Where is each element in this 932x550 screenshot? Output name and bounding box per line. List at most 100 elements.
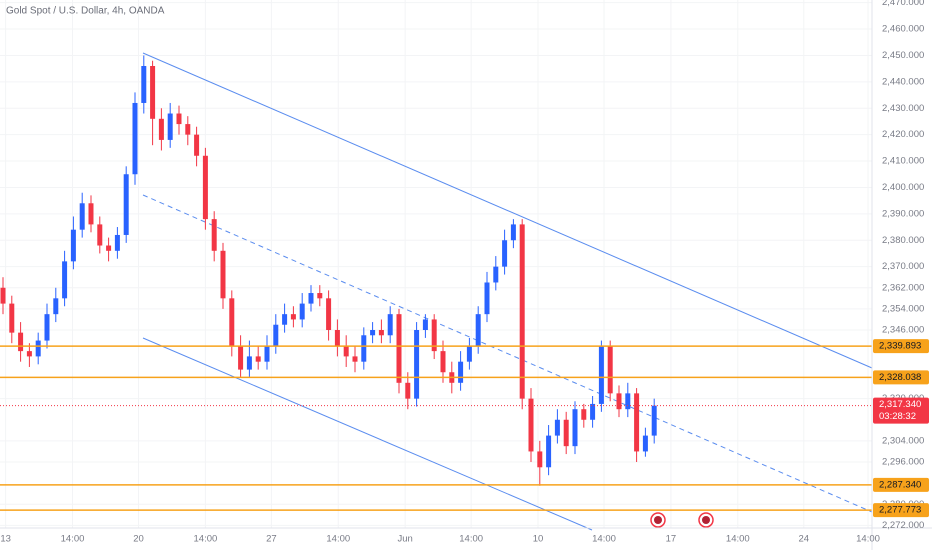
candle-body: [44, 314, 50, 341]
y-tick-label: 2,346.000: [882, 325, 924, 336]
candle-body: [370, 330, 376, 336]
candle-body: [546, 435, 552, 468]
candle-body: [114, 234, 120, 251]
candle-body: [211, 219, 217, 251]
candle-body: [62, 261, 68, 299]
y-tick-label: 2,450.000: [882, 50, 924, 61]
candle-body: [9, 303, 15, 333]
candle-body: [352, 356, 358, 362]
y-tick-label: 2,400.000: [882, 182, 924, 193]
x-tick-label: 14:00: [61, 534, 85, 545]
level-label-box: [873, 477, 929, 492]
candle-body: [35, 340, 41, 357]
candle-body: [185, 124, 191, 135]
level-label: 2,339.893: [879, 341, 921, 352]
plot: [0, 55, 872, 511]
candle-body: [519, 224, 525, 399]
x-tick-label: 24: [799, 534, 810, 545]
y-tick-label: 2,410.000: [882, 156, 924, 167]
candle-body: [53, 298, 59, 315]
last-price-label: 2,317.340: [879, 399, 921, 410]
candle-body: [598, 345, 604, 404]
candle-body: [431, 319, 437, 352]
x-tick-label: 14:00: [856, 534, 880, 545]
candle-body: [343, 345, 349, 357]
candle-body: [176, 113, 182, 125]
candle-body: [202, 155, 208, 220]
candle-body: [405, 382, 411, 399]
candle-body: [0, 287, 6, 304]
candle-body: [123, 174, 129, 235]
candle-body: [194, 134, 200, 156]
candle-body: [26, 351, 32, 357]
candle-body: [97, 224, 103, 246]
candle-body: [396, 314, 402, 383]
candle-body: [387, 314, 393, 336]
candle-body: [70, 229, 76, 262]
countdown-label: 03:28:32: [879, 411, 916, 422]
y-tick-label: 2,420.000: [882, 129, 924, 140]
y-tick-label: 2,430.000: [882, 103, 924, 114]
candle-body: [273, 324, 279, 346]
candle-body: [158, 118, 164, 140]
candle-body: [484, 282, 490, 315]
event-flag: [702, 516, 710, 524]
candle-body: [334, 330, 340, 346]
candle-body: [361, 335, 367, 362]
candle-body: [537, 451, 543, 468]
y-tick-label: 2,296.000: [882, 457, 924, 468]
y-tick-label: 2,440.000: [882, 76, 924, 87]
level-label: 2,287.340: [879, 479, 921, 490]
last-price-box: [873, 397, 929, 424]
y-tick-label: 2,370.000: [882, 261, 924, 272]
candle-body: [572, 409, 578, 447]
y-tick-label: 2,460.000: [882, 24, 924, 35]
candle-body: [88, 203, 94, 225]
candle-body: [634, 393, 640, 452]
candle-body: [106, 245, 112, 251]
x-tick-label: 14:00: [459, 534, 483, 545]
candle-body: [18, 332, 24, 352]
y-tick-label: 2,362.000: [882, 282, 924, 293]
level-label-box: [873, 503, 929, 518]
candle-body: [317, 293, 323, 299]
level-label: 2,328.038: [879, 372, 921, 383]
candle-body: [238, 345, 244, 370]
candle-body: [493, 266, 499, 283]
candle-body: [141, 66, 147, 103]
candle-body: [475, 314, 481, 346]
level-label-box: [873, 370, 929, 385]
level-label-box: [873, 339, 929, 354]
candle-body: [264, 345, 270, 362]
event-icons: [650, 512, 714, 528]
y-tick-label: 2,354.000: [882, 303, 924, 314]
candle-body: [290, 314, 296, 320]
candle-body: [132, 102, 138, 175]
y-tick-label: 2,390.000: [882, 208, 924, 219]
candle-body: [255, 356, 261, 362]
candle-body: [378, 330, 384, 336]
candle-body: [616, 393, 622, 410]
candle-body: [607, 345, 613, 394]
y-tick-label: 2,304.000: [882, 435, 924, 446]
channel-mid: [142, 194, 873, 513]
channel-upper: [142, 52, 873, 369]
chart-title: Gold Spot / U.S. Dollar, 4h, OANDA: [6, 6, 165, 17]
x-tick-label: 14:00: [726, 534, 750, 545]
candle-body: [220, 250, 226, 299]
candle-body: [326, 298, 332, 330]
candle-body: [651, 405, 657, 436]
event-flag: [654, 516, 662, 524]
candle-body: [229, 298, 235, 346]
x-tick-label: 14:00: [194, 534, 218, 545]
x-tick-label: 27: [266, 534, 277, 545]
candle-body: [440, 351, 446, 373]
candle-body: [422, 319, 428, 330]
candle-body: [590, 403, 596, 420]
candle-body: [581, 409, 587, 420]
candle-body: [458, 361, 464, 383]
candle-body: [466, 345, 472, 362]
